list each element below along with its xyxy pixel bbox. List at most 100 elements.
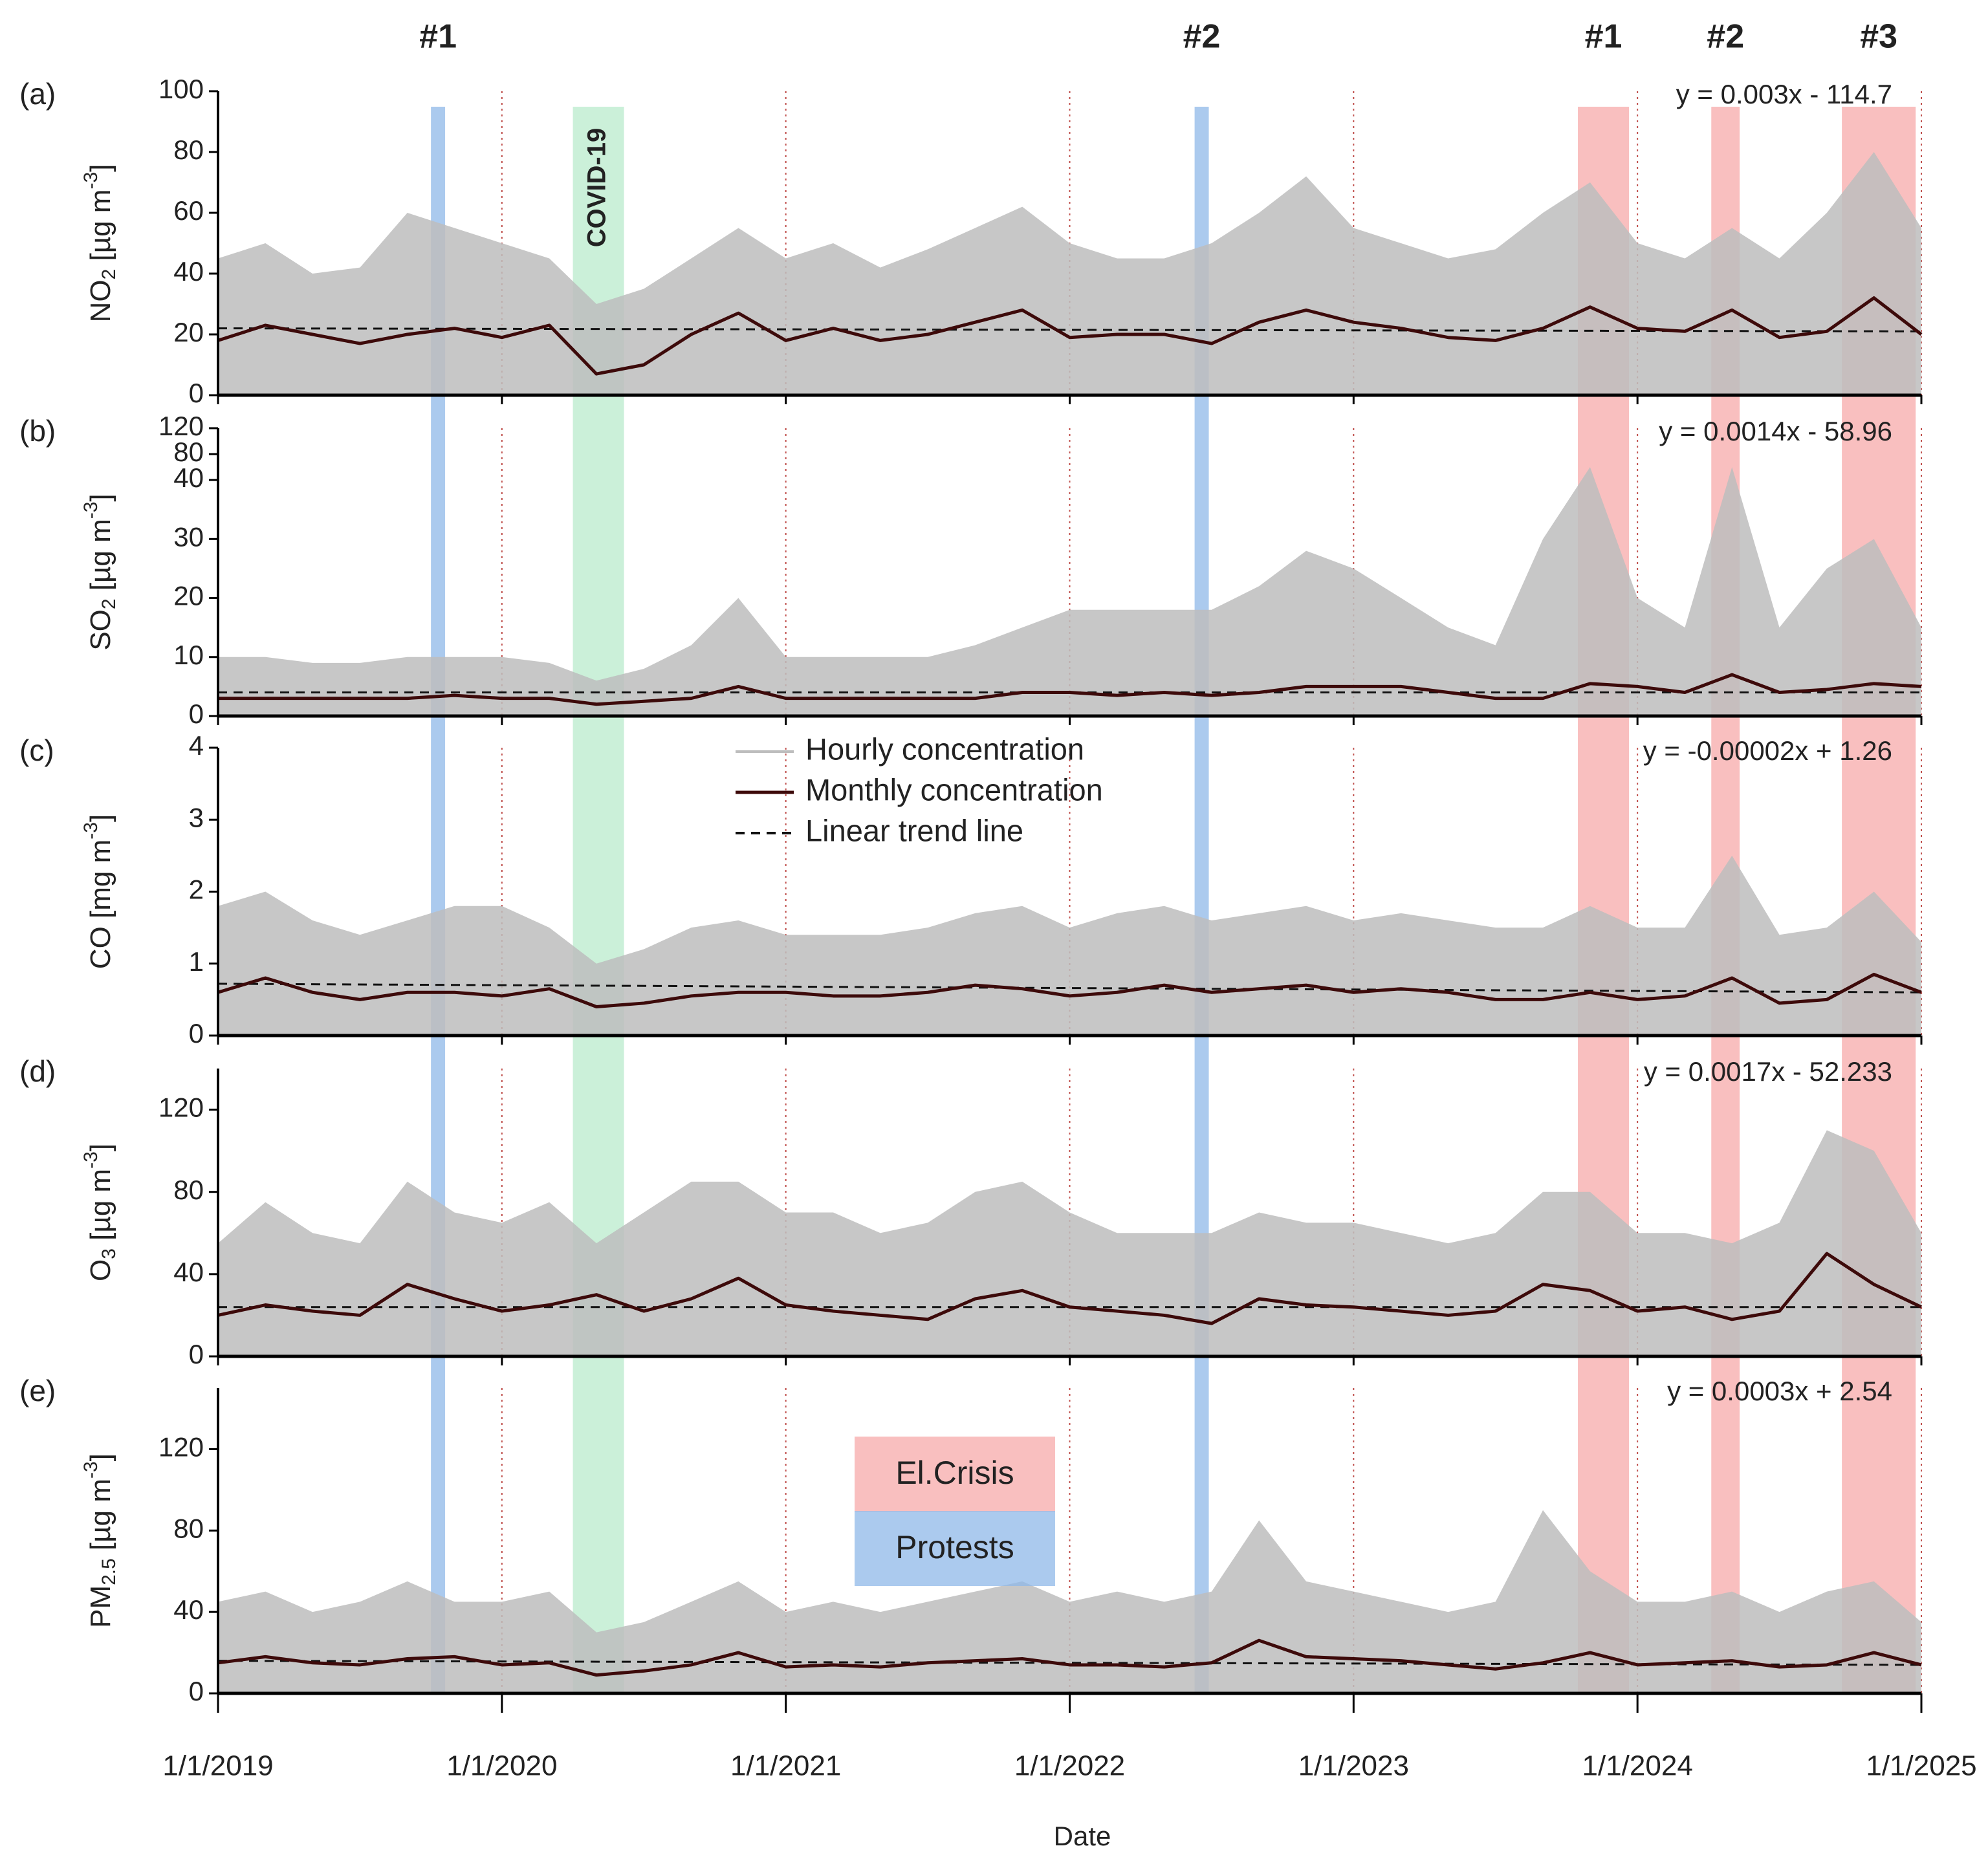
panel: 0 40 80 120 1/1/2019 1/1/2020 1/1/2021 1/1/2022… [19,1374,1977,1781]
y-label-part: -3 [80,1461,102,1479]
y-label-part: ] [85,1453,116,1461]
hourly-area [218,1130,1921,1356]
trend-line [217,983,1922,994]
y-label-part: 2 [98,269,120,280]
y-tick-label: 120 [158,1092,204,1123]
panel-label: (c) [19,733,54,767]
monthly-line [217,296,1923,376]
y-label-part: 3 [98,1248,120,1259]
y-tick-label: 0 [189,1018,204,1048]
box-legend-crisis [855,1437,1055,1512]
panel: 0 20 40 60 80 100 (a) y = 0.003x - 114.7 NO2 [µg… [19,74,1923,408]
panel-label: (a) [19,77,56,111]
y-tick-label: 80 [173,1175,204,1205]
trend-line [217,327,1922,332]
y-label-part: CO [mg m [85,840,116,969]
equation: y = -0.00002x + 1.26 [1643,735,1892,766]
y-tick-label: 80 [173,437,204,467]
panel-label: (b) [19,414,56,448]
hourly-area [218,467,1921,716]
monthly-line [218,673,1922,706]
x-tick-label: 1/1/2024 [1582,1750,1693,1782]
covid-label: COVID-19 [583,128,611,248]
y-tick-label: 10 [173,640,204,670]
y-tick-label: 0 [189,378,204,408]
monthly-line [217,1252,1923,1325]
y-axis-label: CO [mg m-3] [80,814,116,969]
legend-label: Hourly concentration [805,732,1084,766]
x-axis-label: Date [1054,1821,1111,1851]
equation: y = 0.003x - 114.7 [1676,79,1892,109]
x-tick-label: 1/1/2021 [730,1750,841,1782]
y-axis-label: PM2.5 [µg m-3] [80,1453,120,1628]
y-tick-label: 2 [189,874,204,905]
y-tick-label: 4 [189,730,204,761]
y-tick-label: 40 [173,256,204,287]
y-tick-label: 80 [173,135,204,165]
panel: 0 40 80 120 (d) y = 0.0017x - 52.233 O3 [µg m-… [19,1054,1923,1369]
y-label-part: [µg m [85,190,116,269]
y-label-part: NO [85,279,116,322]
box-legend-label: El.Crisis [895,1455,1014,1491]
equation: y = 0.0014x - 58.96 [1659,416,1892,446]
monthly-line [217,972,1922,1008]
legend-label: Monthly concentration [805,772,1103,807]
y-label-part: ] [85,814,116,822]
y-tick-label: 0 [189,1339,204,1369]
crisis-label: #2 [1707,18,1744,56]
y-tick-label: 40 [173,1257,204,1287]
x-tick-label: 1/1/2019 [162,1750,273,1782]
y-label-part: [µg m [85,1479,116,1558]
y-tick-label: 80 [173,1513,204,1543]
crisis-label: #1 [1585,18,1622,56]
y-tick-label: 40 [173,1594,204,1625]
y-label-part: [µg m [85,519,116,598]
y-label-part: -3 [80,172,102,190]
box-legend-protests [855,1511,1055,1586]
y-label-part: ] [85,494,116,501]
protests-label: #1 [419,18,457,56]
protests-label: #2 [1183,18,1221,56]
y-tick-label: 20 [173,317,204,347]
x-tick-label: 1/1/2025 [1866,1750,1976,1782]
y-label-part: [µg m [85,1169,116,1248]
y-tick-label: 30 [173,521,204,552]
y-axis-label: SO2 [µg m-3] [80,494,120,650]
y-tick-label: 120 [158,1431,204,1462]
panel: 0 1 2 3 4 (c) y = -0.00002x + 1.26 CO [mg m-3] H… [19,730,1923,1048]
y-label-part: SO [85,609,116,651]
y-label-part: ] [85,1144,116,1151]
y-tick-label: 3 [189,802,204,832]
monthly-line [217,1638,1922,1677]
y-label-part: -3 [80,1151,102,1169]
panel-label: (d) [19,1054,56,1088]
y-label-part: PM [85,1585,116,1628]
y-label-part: -3 [80,822,102,840]
y-label-part: -3 [80,502,102,519]
equation: y = 0.0017x - 52.233 [1644,1056,1892,1087]
legend-label: Linear trend line [805,813,1023,847]
y-tick-label: 100 [158,74,204,104]
y-tick-label: 120 [158,411,204,441]
y-tick-label: 0 [189,1676,204,1706]
y-tick-label: 1 [189,946,204,977]
y-axis-label: O3 [µg m-3] [80,1144,120,1281]
panel-label: (e) [19,1374,56,1407]
box-legend-label: Protests [895,1529,1014,1565]
y-label-part: ] [85,164,116,172]
y-axis-label: NO2 [µg m-3] [80,164,120,323]
hourly-area [218,1510,1921,1693]
hourly-area [218,152,1921,395]
x-tick-label: 1/1/2020 [446,1750,557,1782]
equation: y = 0.0003x + 2.54 [1667,1376,1892,1406]
x-tick-label: 1/1/2023 [1298,1750,1409,1782]
x-tick-label: 1/1/2022 [1014,1750,1125,1782]
y-tick-label: 20 [173,581,204,611]
y-label-part: 2.5 [98,1558,120,1585]
y-label-part: O [85,1259,116,1281]
crisis-label: #3 [1860,18,1897,56]
